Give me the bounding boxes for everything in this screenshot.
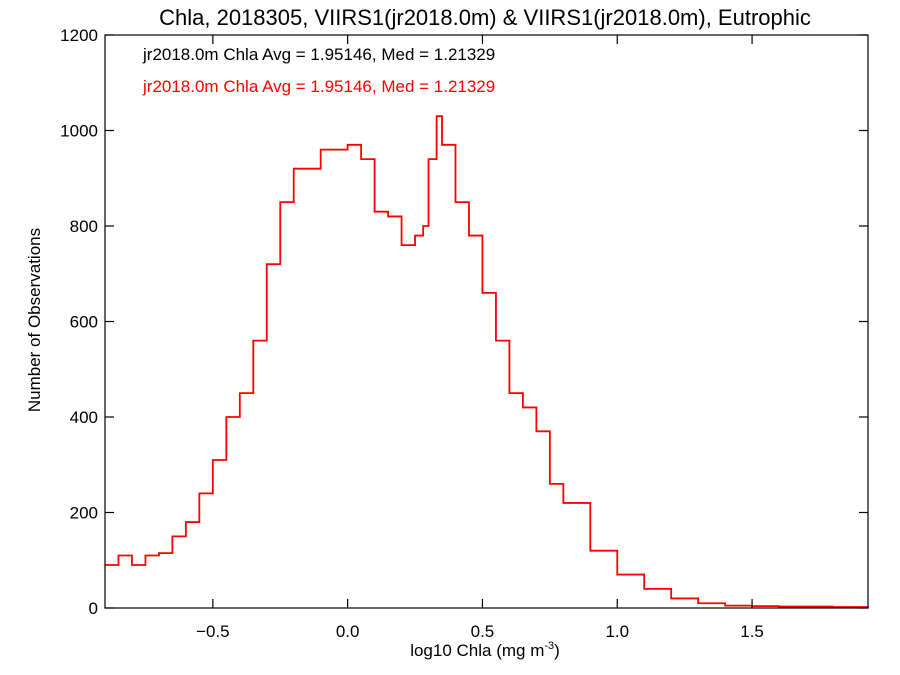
histogram-series-line: [105, 115, 869, 608]
y-tick-label: 800: [70, 217, 98, 236]
x-tick-label: 1.0: [605, 622, 629, 641]
series-layer: [105, 115, 869, 608]
x-axis-label-main: log10 Chla (mg m: [410, 641, 544, 660]
y-tick-label: 400: [70, 408, 98, 427]
x-tick-label: 0.5: [471, 622, 495, 641]
stats-annotation: jr2018.0m Chla Avg = 1.95146, Med = 1.21…: [142, 45, 495, 64]
annotation-layer: jr2018.0m Chla Avg = 1.95146, Med = 1.21…: [142, 45, 495, 96]
x-tick-label: 0.0: [336, 622, 360, 641]
y-tick-label: 0: [89, 599, 98, 618]
axes-layer: −0.5 0.0 0.5 1.0 1.5 0 200 400 600 800 1000 1200: [60, 26, 868, 641]
y-tick-label: 1000: [60, 122, 98, 141]
x-axis-label-close: ): [554, 641, 560, 660]
stats-annotation: jr2018.0m Chla Avg = 1.95146, Med = 1.21…: [142, 77, 495, 96]
y-tick-label: 1200: [60, 26, 98, 45]
x-axis-label-sup: -3: [544, 640, 554, 652]
chart-title: Chla, 2018305, VIIRS1(jr2018.0m) & VIIRS…: [159, 5, 811, 30]
y-tick-label: 600: [70, 313, 98, 332]
y-axis-label: Number of Observations: [25, 228, 44, 412]
plot-frame: [104, 34, 869, 609]
x-tick-label: −0.5: [196, 622, 230, 641]
y-tick-label: 200: [70, 504, 98, 523]
x-tick-label: 1.5: [740, 622, 764, 641]
x-axis-label: log10 Chla (mg m-3): [410, 640, 560, 660]
